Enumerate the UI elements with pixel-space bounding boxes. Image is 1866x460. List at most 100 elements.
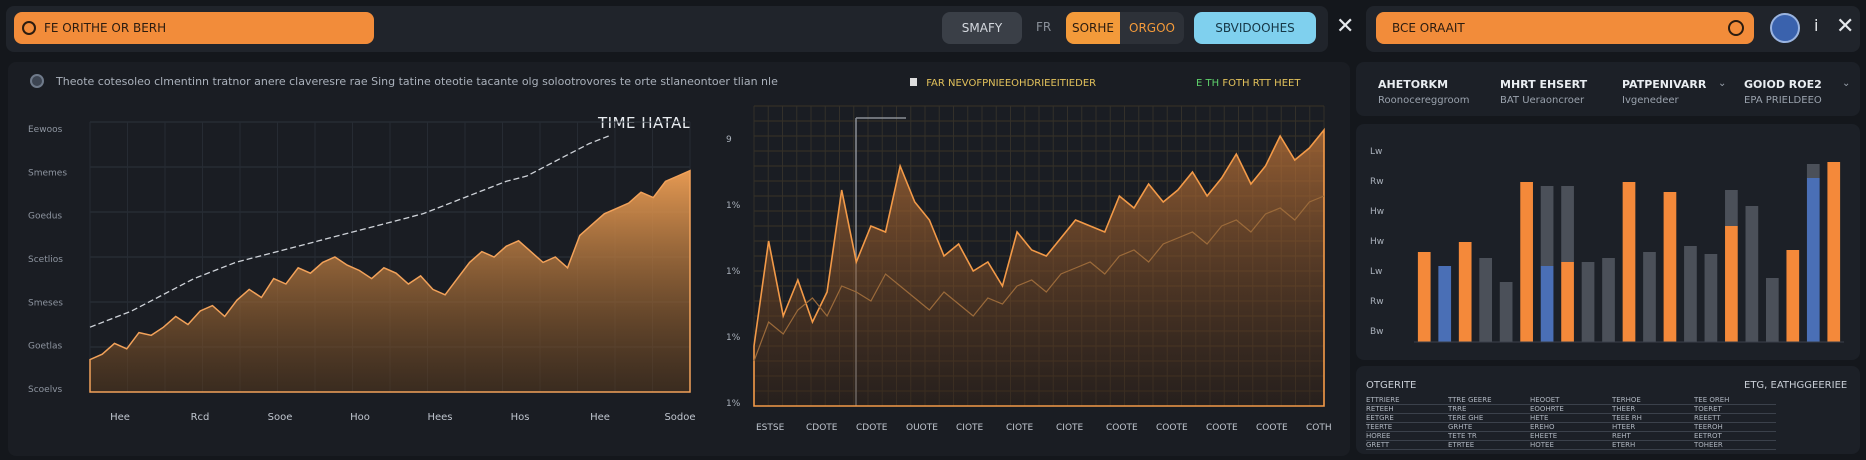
bar: [1622, 182, 1636, 342]
segment-left[interactable]: SORHE: [1066, 12, 1120, 44]
submit-button[interactable]: SBVIDOOHES: [1194, 12, 1316, 44]
legend-text: FOTH RTT HEET: [1222, 78, 1301, 89]
x-tick-label: Hee: [590, 412, 610, 423]
bar: [1643, 252, 1656, 342]
bar: [1540, 266, 1554, 342]
chart-title: TIME HATAL: [598, 114, 691, 132]
line-chart: 9 1% 1% 1% 1% ESTSE CDOTE CDOTE OUOTE CIOTE CIOTE C…: [726, 105, 1332, 433]
close-icon[interactable]: ✕: [1336, 14, 1355, 39]
table-cell: TETE TR: [1448, 432, 1477, 440]
x-tick-label: CIOTE: [1056, 423, 1084, 433]
table-cell: TERHOE: [1612, 396, 1641, 404]
stat-title: AHETORKM: [1378, 78, 1449, 91]
y-tick-label: 1%: [726, 201, 741, 211]
notice-banner: Theote cotesoleo clmentinn tratnor anere…: [30, 74, 778, 88]
trend-line-series: [89, 134, 611, 328]
table-row[interactable]: GRETT ETRTEE HOTEE ETERH TOHEER: [1366, 441, 1776, 450]
table-row[interactable]: EETGRE TERE GHE HETE TEEE RH REEETT: [1366, 414, 1776, 423]
table-cell: EOOHRTE: [1530, 405, 1564, 413]
table-cell: TEEROH: [1694, 423, 1723, 431]
search-icon: [22, 21, 36, 35]
table-row[interactable]: ETTRIERE TTRE GEERE HEOOET TERHOE TEE OREH: [1366, 396, 1776, 405]
table-cell: TEEE RH: [1612, 414, 1642, 422]
segmented-control[interactable]: SORHE ORGOO: [1066, 12, 1184, 44]
segment-right[interactable]: ORGOO: [1129, 21, 1175, 35]
bar: [1458, 242, 1472, 342]
table-cell: TEERTE: [1366, 423, 1393, 431]
table-cell: GRHTE: [1448, 423, 1473, 431]
chevron-down-icon[interactable]: ⌄: [1842, 78, 1851, 89]
x-tick-label: ESTSE: [756, 423, 785, 433]
y-tick-label: 1%: [726, 333, 741, 343]
chevron-down-icon[interactable]: ⌄: [1718, 78, 1727, 89]
sort-button[interactable]: SMAFY: [942, 12, 1022, 44]
info-dot-icon: [30, 74, 44, 88]
table-row[interactable]: RETEEH TRRE EOOHRTE THEER TOERET: [1366, 405, 1776, 414]
x-tick-label: Hoo: [350, 412, 370, 423]
line-series-primary: [753, 127, 1325, 407]
bar: [1684, 246, 1697, 342]
bar: [1561, 186, 1574, 262]
x-tick-label: Hees: [427, 412, 452, 423]
bar: [1806, 164, 1820, 178]
y-tick-label: Goetlas: [28, 342, 63, 352]
secondary-search-input[interactable]: BCE ORAAIT: [1376, 12, 1754, 44]
x-tick-label: Sodoe: [664, 412, 695, 423]
table-cell: TOHEER: [1694, 441, 1723, 449]
table-cell: REEETT: [1694, 414, 1721, 422]
x-tick-label: Hos: [511, 412, 530, 423]
x-tick-label: OUOTE: [906, 423, 938, 433]
bar: [1806, 178, 1820, 342]
table-cell: TTRE GEERE: [1448, 396, 1492, 404]
close-icon[interactable]: ✕: [1836, 14, 1855, 39]
table-cell: TOERET: [1694, 405, 1722, 413]
y-tick-label: Scetlios: [28, 255, 63, 265]
area-chart: Eewoos Smemes Goedus Scetlios Smeses Goetlas S…: [28, 121, 696, 423]
bar: [1725, 226, 1738, 342]
y-tick-label: Smeses: [28, 298, 63, 308]
x-tick-label: COOTE: [1106, 423, 1138, 433]
x-tick-label: CIOTE: [1006, 423, 1034, 433]
table-row[interactable]: HOREE TETE TR EHEETE REHT EETROT: [1366, 432, 1776, 441]
y-tick-label: Smemes: [28, 168, 67, 178]
middle-chart-legend: E TH FOTH RTT HEET: [1196, 78, 1300, 89]
notice-text: Theote cotesoleo clmentinn tratnor anere…: [56, 74, 778, 88]
table-cell: RETEEH: [1366, 405, 1394, 413]
table-cell: ETERH: [1612, 441, 1636, 449]
middle-chart-title-text: FAR NEVOFPNIEEOHDRIEEITIEDER: [926, 78, 1097, 89]
bar: [1704, 254, 1718, 342]
info-icon[interactable]: ⅰ: [1814, 16, 1819, 35]
table-cell: HETE: [1530, 414, 1549, 422]
table-cell: EHEETE: [1530, 432, 1558, 440]
bar: [1725, 190, 1738, 226]
search-text: FE ORITHE OR BERH: [44, 21, 167, 35]
x-tick-label: CIOTE: [956, 423, 984, 433]
legend-prefix: E TH: [1196, 78, 1223, 89]
y-tick-label: Hw: [1370, 207, 1384, 217]
data-table: ETTRIERE TTRE GEERE HEOOET TERHOE TEE OREH RE…: [1366, 396, 1776, 450]
x-tick-label: Hee: [110, 412, 130, 423]
table-cell: EETGRE: [1366, 414, 1394, 422]
bar: [1479, 258, 1493, 342]
table-cell: TERE GHE: [1448, 414, 1484, 422]
bar: [1745, 246, 1759, 342]
x-tick-label: COTH: [1306, 423, 1332, 433]
table-cell: HOREE: [1366, 432, 1391, 440]
avatar[interactable]: [1770, 13, 1800, 43]
y-tick-label: Hw: [1370, 237, 1384, 247]
y-tick-label: Goedus: [28, 212, 62, 222]
search-input[interactable]: FE ORITHE OR BERH: [14, 12, 374, 44]
table-cell: EETROT: [1694, 432, 1722, 440]
bar: [1417, 252, 1431, 342]
x-tick-label: Sooe: [268, 412, 293, 423]
stat-sub: Roonocereggroom: [1378, 95, 1470, 106]
stat-2: MHRT EHSERT BAT Ueraoncroer: [1500, 78, 1587, 106]
y-tick-label: 1%: [726, 399, 741, 409]
middle-chart-title: FAR NEVOFPNIEEOHDRIEEITIEDER: [910, 78, 1096, 89]
bar: [1765, 278, 1779, 342]
table-cell: TEE OREH: [1694, 396, 1730, 404]
table-row[interactable]: TEERTE GRHTE EREHO HTEER TEEROH: [1366, 423, 1776, 432]
table-cell: HTEER: [1612, 423, 1636, 431]
stat-4: GOIOD ROE2 EPA PRIELDEEO: [1744, 78, 1822, 106]
search-icon[interactable]: [1728, 20, 1744, 36]
